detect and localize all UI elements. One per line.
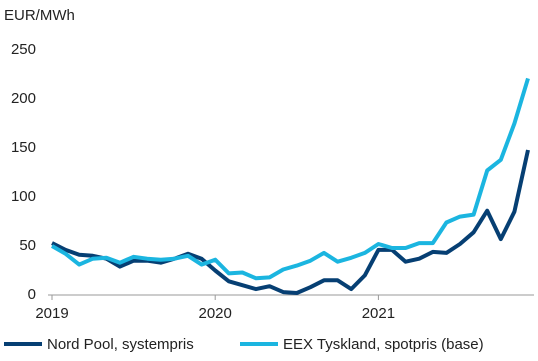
chart-title: EUR/MWh xyxy=(4,7,75,24)
y-tick-label: 0 xyxy=(28,286,36,303)
series-line xyxy=(51,149,530,295)
legend-label: EEX Tyskland, spotpris (base) xyxy=(283,336,484,353)
x-tick-label: 2020 xyxy=(199,305,232,322)
y-tick-label: 100 xyxy=(11,188,36,205)
series-line xyxy=(51,77,530,281)
y-tick-label: 200 xyxy=(11,90,36,107)
y-tick-label: 50 xyxy=(19,237,36,254)
legend-label: Nord Pool, systempris xyxy=(47,336,194,353)
y-tick-label: 250 xyxy=(11,41,36,58)
x-tick-label: 2021 xyxy=(362,305,395,322)
x-tick-label: 2019 xyxy=(35,305,68,322)
y-tick-label: 150 xyxy=(11,139,36,156)
